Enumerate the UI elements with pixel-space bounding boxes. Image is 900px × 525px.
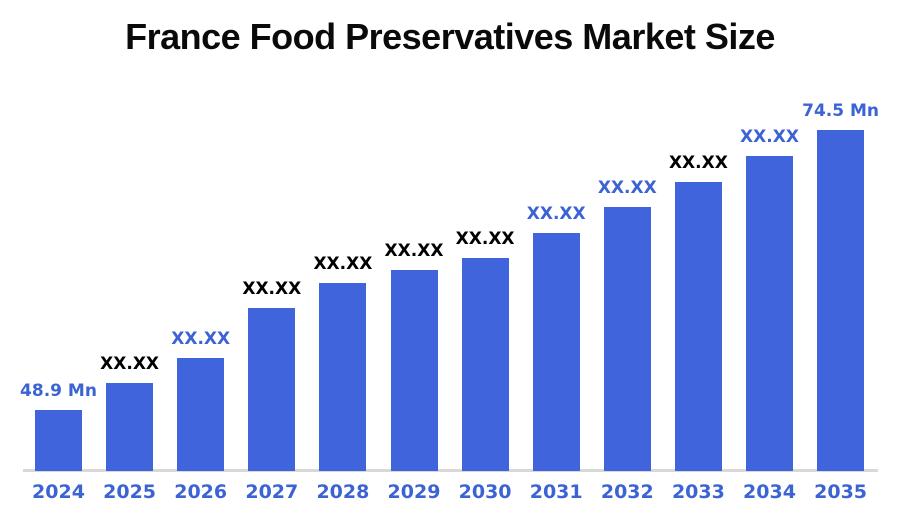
bar-value-label-2029: XX.XX [384,241,444,261]
bar-value-label-2032: XX.XX [597,178,657,198]
chart-title: France Food Preservatives Market Size [125,16,775,57]
x-axis-tick-label-2035: 2035 [814,481,868,503]
bar-value-label-2026: XX.XX [171,329,231,349]
bar-value-label-2025: XX.XX [100,354,160,374]
x-axis-tick-label-2025: 2025 [103,481,157,503]
bar-2027 [248,308,296,471]
bar-value-label-2035: 74.5 Mn [802,101,880,121]
x-axis-tick-label-2028: 2028 [316,481,370,503]
bar-value-label-2030: XX.XX [455,229,515,249]
x-axis-tick-label-2034: 2034 [743,481,796,503]
bar-value-label-2033: XX.XX [668,153,728,173]
plot-area: 48.9 Mn XX.XX XX.XX XX.XX XX.XX XX.XX XX.XX XX.… [20,101,880,472]
x-axis-tick-label-2029: 2029 [387,481,441,503]
bar-value-label-2024: 48.9 Mn [20,381,97,401]
bar-2026 [177,358,225,471]
bar-2029 [390,270,438,471]
x-axis-tick-label-2030: 2030 [458,481,512,503]
bar-2034 [746,156,793,471]
x-axis-line [23,469,878,472]
bar-value-label-2028: XX.XX [313,254,373,274]
x-axis-tick-label-2024: 2024 [32,481,85,503]
bar-value-label-2027: XX.XX [242,279,302,299]
bar-2028 [319,283,367,471]
x-axis-tick-label-2031: 2031 [529,481,583,503]
bar-2030 [461,258,509,471]
bar-value-label-2031: XX.XX [526,204,586,224]
bar-2033 [674,182,722,471]
x-axis-tick-label-2032: 2032 [600,481,654,503]
bar-2035 [817,130,865,471]
bar-value-label-2034: XX.XX [740,127,799,147]
bar-2024 [35,410,82,471]
bar-2031 [532,233,580,471]
bar-2025 [106,383,154,471]
x-axis-tick-row: 2024 2025 2026 2027 2028 2029 2030 2031 2032 2033… [0,482,900,508]
x-axis-tick-label-2027: 2027 [245,481,299,503]
x-axis-tick-label-2026: 2026 [174,481,228,503]
x-axis-tick-label-2033: 2033 [671,481,725,503]
bar-2032 [603,207,651,471]
